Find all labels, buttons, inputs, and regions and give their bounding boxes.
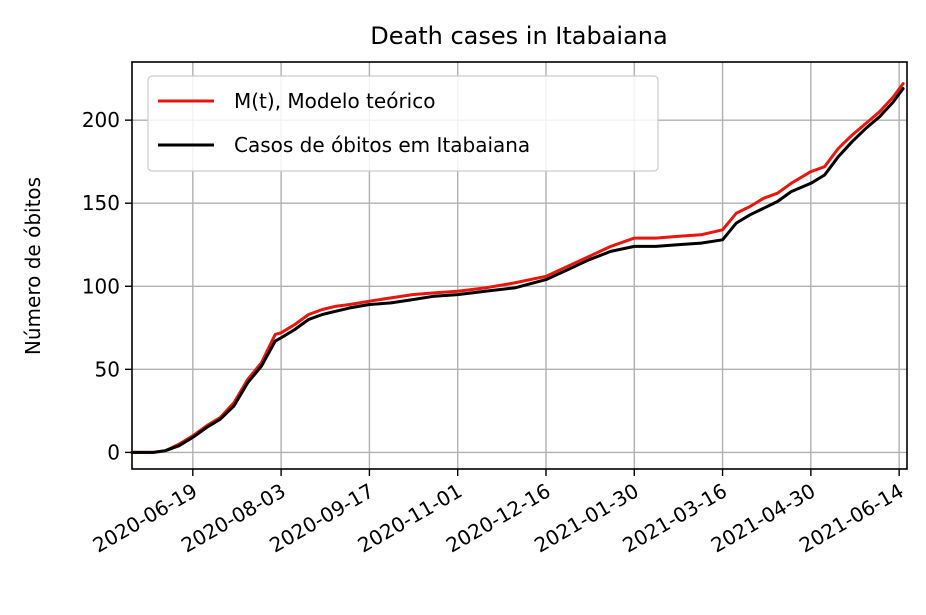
y-tick-label: 150 — [82, 191, 120, 215]
series-line-observed — [130, 87, 905, 454]
series-lines — [130, 82, 905, 454]
plot-frame — [131, 61, 908, 470]
y-tick-label: 100 — [82, 274, 120, 298]
legend-label-model: M(t), Modelo teórico — [234, 89, 435, 113]
legend-box — [147, 75, 659, 172]
y-tick-label: 0 — [107, 440, 120, 464]
legend: M(t), Modelo teórico Casos de óbitos em … — [147, 75, 659, 172]
series-line-model — [130, 82, 905, 454]
chart-title: Death cases in Itabaiana — [370, 22, 667, 50]
y-tick-label: 200 — [82, 108, 120, 132]
legend-label-observed: Casos de óbitos em Itabaiana — [234, 133, 530, 157]
y-tick-label: 50 — [95, 357, 120, 381]
y-axis-ticks: 0 50 100 150 200 — [82, 108, 132, 464]
y-axis-label: Número de óbitos — [21, 177, 45, 355]
